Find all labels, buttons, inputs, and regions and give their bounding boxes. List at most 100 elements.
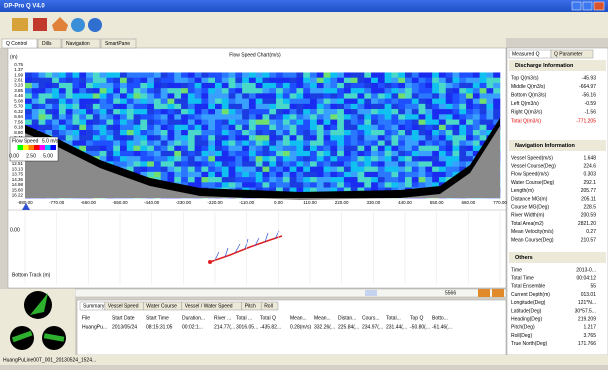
heat-cell xyxy=(187,114,195,120)
scroll-thumb[interactable] xyxy=(365,290,377,296)
heat-cell xyxy=(276,161,284,167)
info-label: Roll(Deg) xyxy=(511,333,532,339)
side-tab-label[interactable]: Measured Q xyxy=(512,51,540,57)
heat-cell xyxy=(140,119,148,126)
heat-cell xyxy=(425,93,433,99)
help-icon[interactable] xyxy=(88,18,102,32)
heat-cell xyxy=(418,171,426,178)
heat-cell xyxy=(120,130,128,136)
heat-cell xyxy=(187,124,195,131)
scrollbar[interactable] xyxy=(74,288,507,298)
heat-cell xyxy=(215,145,223,152)
tab[interactable] xyxy=(1,38,38,49)
heat-cell xyxy=(201,140,209,146)
heat-cell xyxy=(323,140,331,146)
bottom-tab-label[interactable]: Vessel Speed xyxy=(108,303,139,309)
heat-cell xyxy=(425,182,433,188)
heat-cell xyxy=(242,156,250,162)
heat-cell xyxy=(106,156,114,162)
heat-cell xyxy=(350,140,358,146)
bottom-tab[interactable] xyxy=(260,301,279,311)
bottom-tab-label[interactable]: Vessel / Water Speed xyxy=(185,303,233,309)
heat-cell xyxy=(208,93,216,99)
tab-label[interactable]: Q Control xyxy=(6,41,27,47)
maximize-button[interactable] xyxy=(582,1,593,11)
heat-cell xyxy=(398,109,406,115)
heat-cell xyxy=(411,77,419,84)
open-icon[interactable] xyxy=(12,18,28,31)
heat-cell xyxy=(303,156,311,162)
next-button[interactable] xyxy=(492,289,504,297)
minimize-button[interactable] xyxy=(571,1,582,11)
heat-cell xyxy=(106,130,114,136)
heat-cell xyxy=(466,114,474,120)
heat-cell xyxy=(303,161,311,167)
heat-cell xyxy=(425,114,433,120)
heat-cell xyxy=(459,140,467,146)
heat-cell xyxy=(459,124,467,131)
heat-cell xyxy=(405,150,413,157)
heat-cell xyxy=(452,103,460,110)
heat-cell xyxy=(120,145,128,152)
heat-cell xyxy=(479,124,487,131)
tab-label[interactable]: SmartPane xyxy=(105,41,130,47)
heat-cell xyxy=(479,98,487,105)
heat-cell xyxy=(92,145,100,152)
info-label: Heading(Deg) xyxy=(511,317,542,323)
prev-button[interactable] xyxy=(478,289,490,297)
heat-cell xyxy=(215,140,223,146)
heat-cell xyxy=(411,88,419,94)
bottom-tab-label[interactable]: Roll xyxy=(264,303,273,309)
heat-cell xyxy=(296,177,304,183)
tab-label[interactable]: Dills xyxy=(42,41,52,47)
tab-label[interactable]: Navigation xyxy=(66,41,90,47)
heat-cell xyxy=(65,140,73,146)
bottom-tab-label[interactable]: Summary xyxy=(83,303,105,309)
heat-cell xyxy=(194,103,202,110)
heat-cell xyxy=(330,171,338,178)
heat-cell xyxy=(38,93,46,99)
heat-cell xyxy=(255,114,263,120)
tab[interactable] xyxy=(100,38,137,49)
heat-cell xyxy=(79,114,87,120)
heat-cell xyxy=(65,119,73,126)
heat-cell xyxy=(262,77,270,84)
heat-cell xyxy=(371,77,379,84)
record-icon[interactable] xyxy=(33,18,47,31)
heat-cell xyxy=(269,82,277,89)
info-icon[interactable] xyxy=(71,18,85,32)
tab[interactable] xyxy=(37,38,62,49)
heat-cell xyxy=(289,156,297,162)
heat-cell xyxy=(133,140,141,146)
heat-cell xyxy=(79,72,87,78)
table-cell: 231.44(... xyxy=(386,324,407,330)
heat-cell xyxy=(364,182,372,188)
heat-cell xyxy=(79,145,87,152)
heat-cell xyxy=(221,109,229,115)
heat-cell xyxy=(276,72,284,78)
close-button[interactable] xyxy=(593,1,605,11)
heat-cell xyxy=(126,77,134,84)
heat-cell xyxy=(153,145,162,152)
table-header: Start Time xyxy=(146,315,169,321)
side-tab-label[interactable]: Q Parameter xyxy=(554,51,583,57)
heat-cell xyxy=(255,77,263,84)
heat-cell xyxy=(364,72,372,78)
heat-cell xyxy=(187,166,195,173)
heat-cell xyxy=(221,98,229,105)
heat-cell xyxy=(276,77,284,84)
side-tab[interactable] xyxy=(550,49,594,59)
heat-cell xyxy=(276,145,284,152)
heat-cell xyxy=(364,166,372,173)
heat-cell xyxy=(181,150,189,157)
depth-label: 1.99 xyxy=(14,72,23,77)
bottom-tab-label[interactable]: Pitch xyxy=(245,303,256,309)
heat-cell xyxy=(153,72,162,78)
heat-cell xyxy=(194,119,202,126)
bottom-tab-label[interactable]: Water Course xyxy=(146,303,177,309)
heat-cell xyxy=(201,145,209,152)
tab[interactable] xyxy=(61,38,101,49)
heat-cell xyxy=(479,93,487,99)
home-icon[interactable] xyxy=(52,17,68,31)
heat-cell xyxy=(221,103,229,110)
